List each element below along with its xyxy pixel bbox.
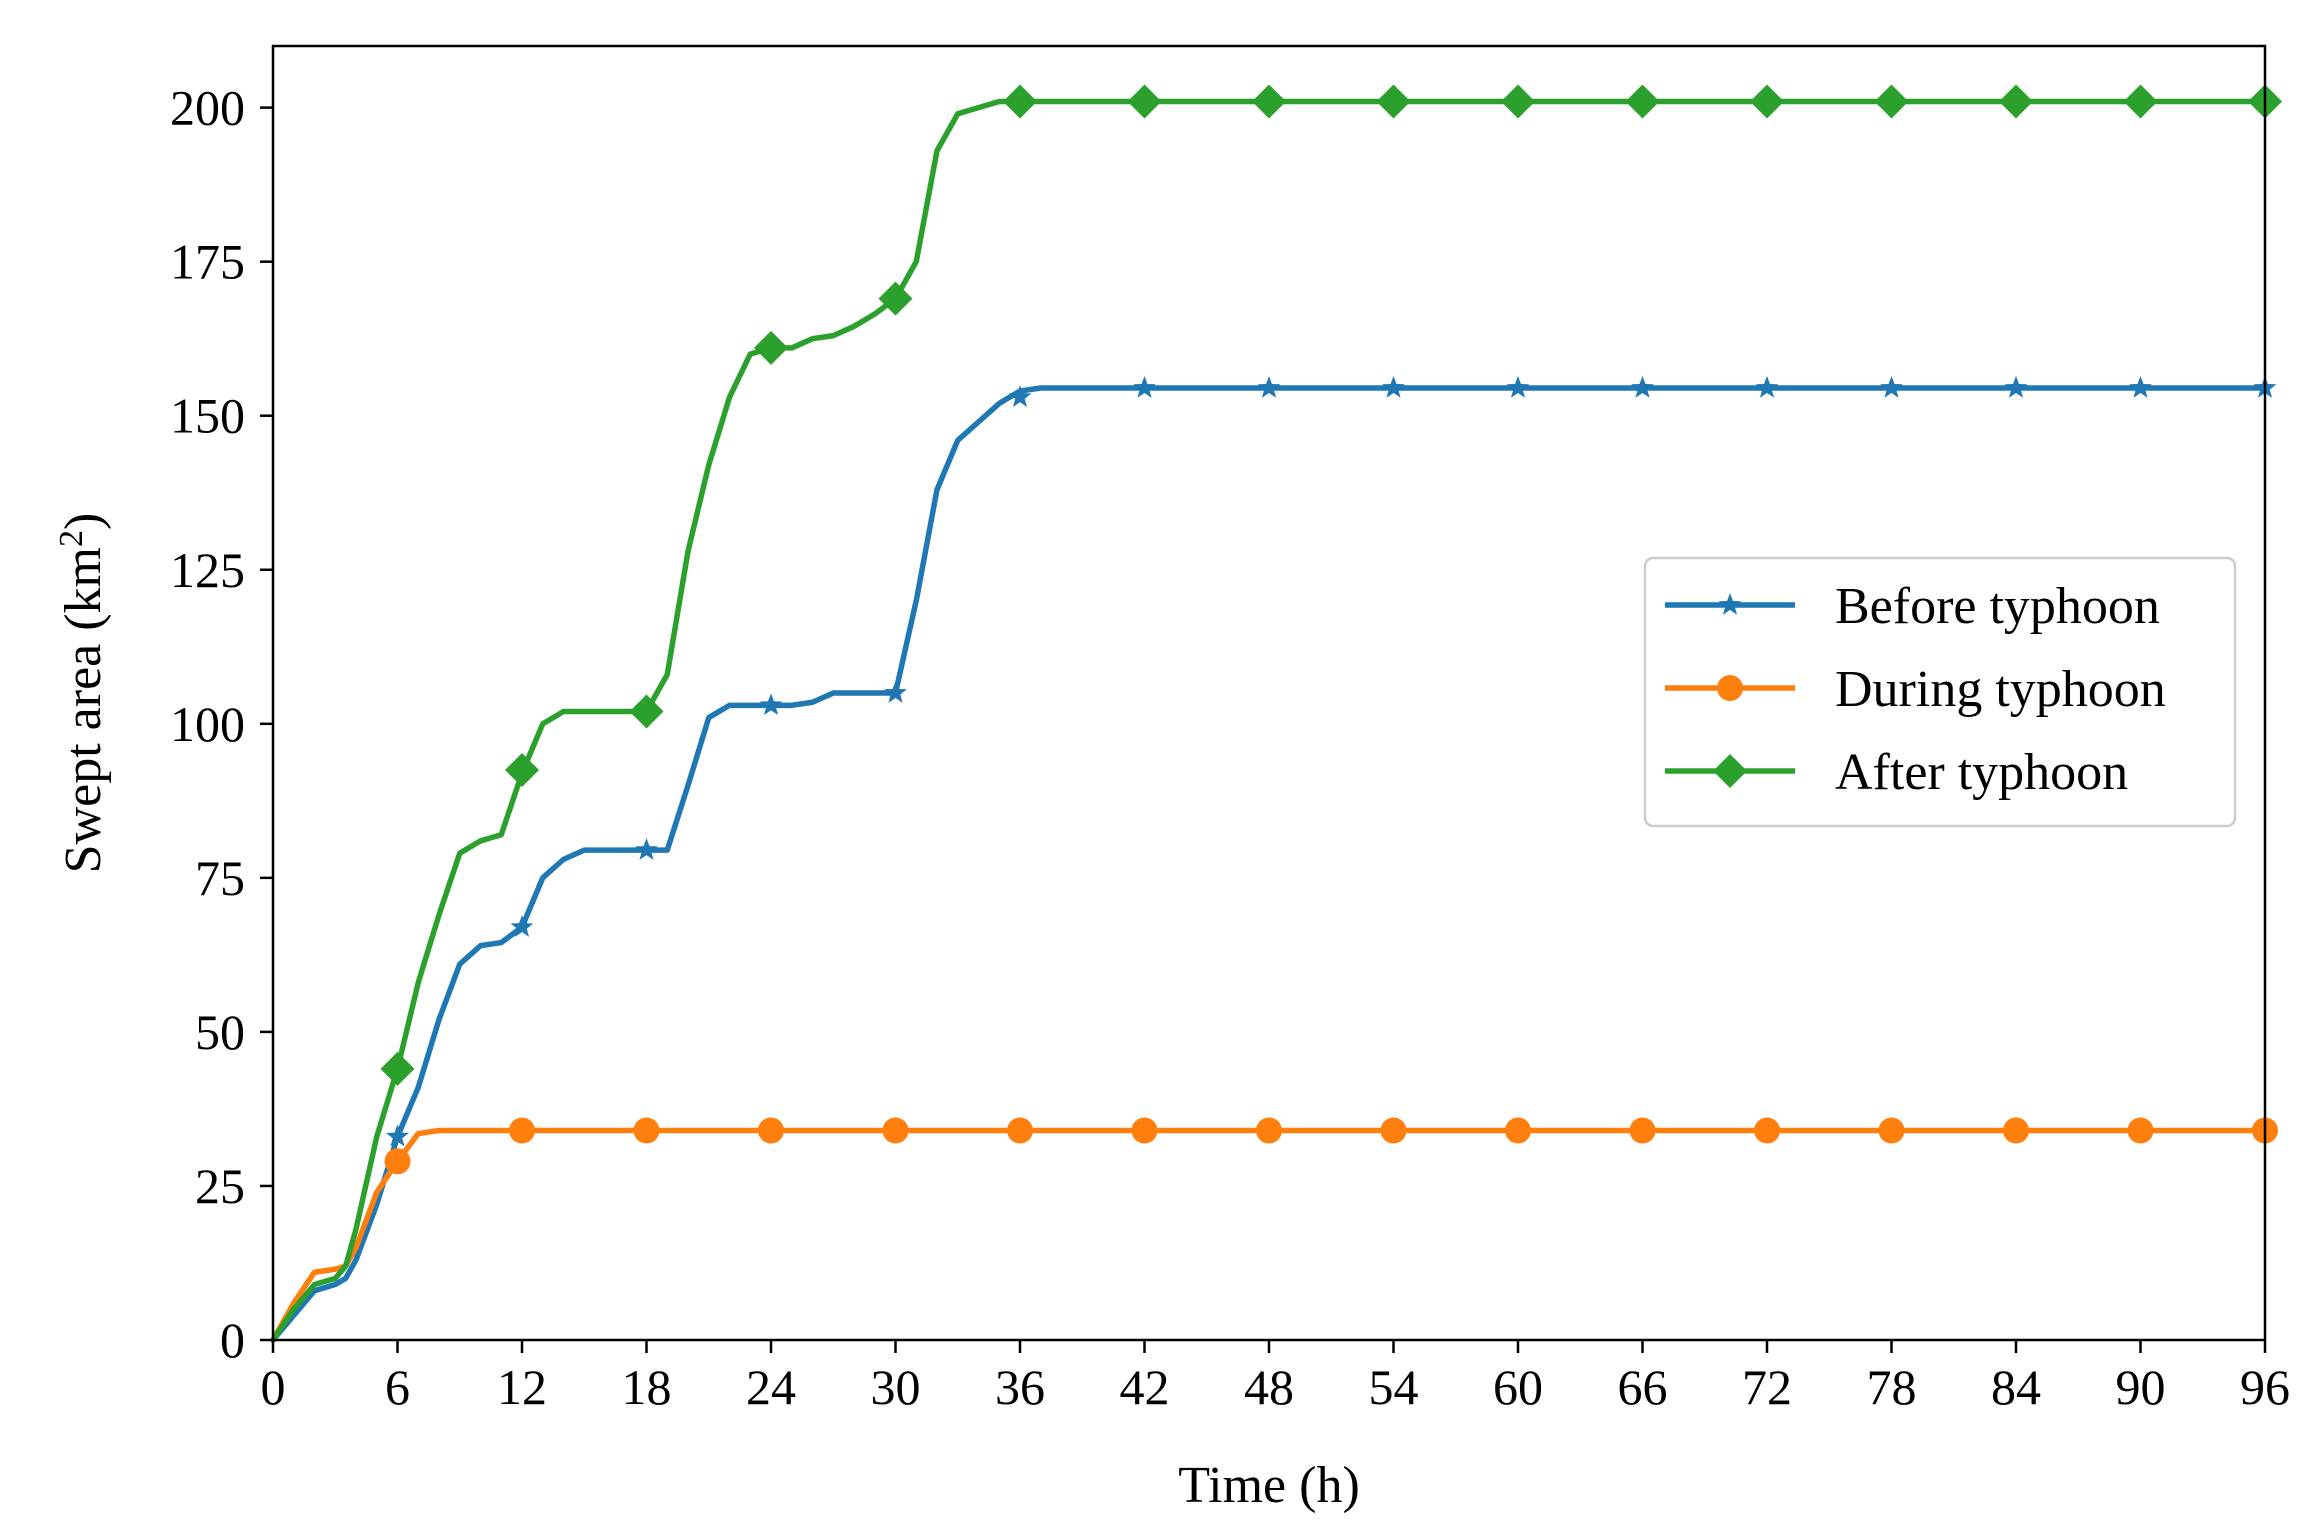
y-tick-label: 150 [170,388,245,444]
data-point [2004,375,2028,398]
x-tick-label: 30 [871,1359,921,1415]
data-point [1874,84,1909,119]
data-point [884,681,907,703]
x-tick-label: 90 [2116,1359,2166,1415]
data-point [882,1117,909,1144]
y-tick-label: 0 [220,1312,245,1368]
data-point [1631,375,1654,398]
data-point [1629,1117,1656,1144]
x-tick-label: 6 [385,1359,410,1415]
legend-swatch-marker [1718,593,1742,615]
data-point [633,1117,660,1144]
data-point [1131,1117,1158,1144]
data-point [878,281,913,316]
data-point [510,915,534,937]
legend-item-during-typhoon: During typhoon [1665,661,2166,718]
legend: Before typhoon During typhoon After typhoo… [1643,556,2237,828]
data-point [380,1051,415,1086]
series-before-typhoon [270,375,2277,1343]
legend-item-after-typhoon: After typhoon [1665,744,2128,801]
y-tick-label: 75 [195,850,245,906]
series-during-typhoon [270,1117,2278,1343]
y-tick-label: 100 [170,696,245,752]
data-point [1257,375,1281,398]
x-tick-label: 84 [1991,1359,2041,1415]
y-tick-label: 125 [170,542,245,598]
legend-label: After typhoon [1835,744,2128,801]
data-point [1376,84,1411,119]
data-point [1003,84,1037,119]
x-tick-label: 42 [1120,1359,1170,1415]
data-point [1754,1117,1780,1144]
series-line-during-typhoon [270,1127,2268,1343]
data-point [509,1117,535,1144]
x-axis: 0 6 12 18 24 30 36 42 48 54 60 66 72 78 84 90 96 [261,1340,2290,1415]
data-point [386,1124,409,1147]
data-point [1382,375,1405,398]
data-point [1880,375,1903,398]
data-point [1133,375,1156,398]
data-point [759,693,783,716]
data-point [758,1117,784,1144]
data-point [2127,1117,2154,1144]
x-tick-label: 36 [995,1359,1045,1415]
x-axis-label: Time (h) [1178,1457,1360,1514]
data-point [1007,1117,1033,1144]
data-point [2123,84,2158,119]
x-tick-label: 72 [1742,1359,1792,1415]
legend-swatch-marker [1717,675,1743,701]
x-tick-label: 0 [261,1359,286,1415]
y-tick-label: 200 [170,80,245,136]
x-tick-label: 60 [1493,1359,1543,1415]
data-point [1127,84,1162,119]
data-point [754,330,788,365]
legend-label: During typhoon [1835,661,2166,718]
data-point [1999,84,2033,119]
legend-item-before-typhoon: Before typhoon [1665,578,2160,635]
y-axis-label-close: ) [55,513,112,530]
data-point [1878,1117,1905,1144]
data-point [1506,375,1530,398]
legend-swatch-marker [1713,754,1747,788]
data-point [1008,385,1032,407]
data-point [505,753,539,788]
x-tick-label: 78 [1867,1359,1917,1415]
x-tick-label: 48 [1244,1359,1294,1415]
data-point [2129,375,2152,398]
data-point [384,1148,411,1175]
data-point [1625,84,1660,119]
data-point [1256,1117,1282,1144]
y-axis-label: Swept area (km2) [53,513,113,874]
legend-label: Before typhoon [1835,578,2160,635]
data-point [1501,84,1535,119]
x-tick-label: 18 [622,1359,672,1415]
data-point [1755,375,1779,398]
data-point [1505,1117,1531,1144]
y-axis: 0 25 50 75 100 125 150 175 200 [170,80,273,1368]
data-point [1252,84,1286,119]
y-tick-label: 25 [195,1158,245,1214]
legend-box [1643,556,2237,828]
data-point [635,838,658,860]
x-tick-label: 54 [1369,1359,1419,1415]
x-tick-label: 66 [1618,1359,1668,1415]
y-tick-label: 175 [170,234,245,290]
data-point [1380,1117,1407,1144]
data-point [1750,84,1784,119]
x-tick-label: 12 [497,1359,547,1415]
y-axis-label-superscript: 2 [53,530,90,547]
data-point [629,694,664,729]
y-tick-label: 50 [195,1004,245,1060]
x-tick-label: 96 [2240,1359,2290,1415]
data-point [2003,1117,2029,1144]
series-line-before-typhoon [270,385,2268,1343]
y-axis-label-main: Swept area (km [55,547,112,873]
x-tick-label: 24 [746,1359,796,1415]
